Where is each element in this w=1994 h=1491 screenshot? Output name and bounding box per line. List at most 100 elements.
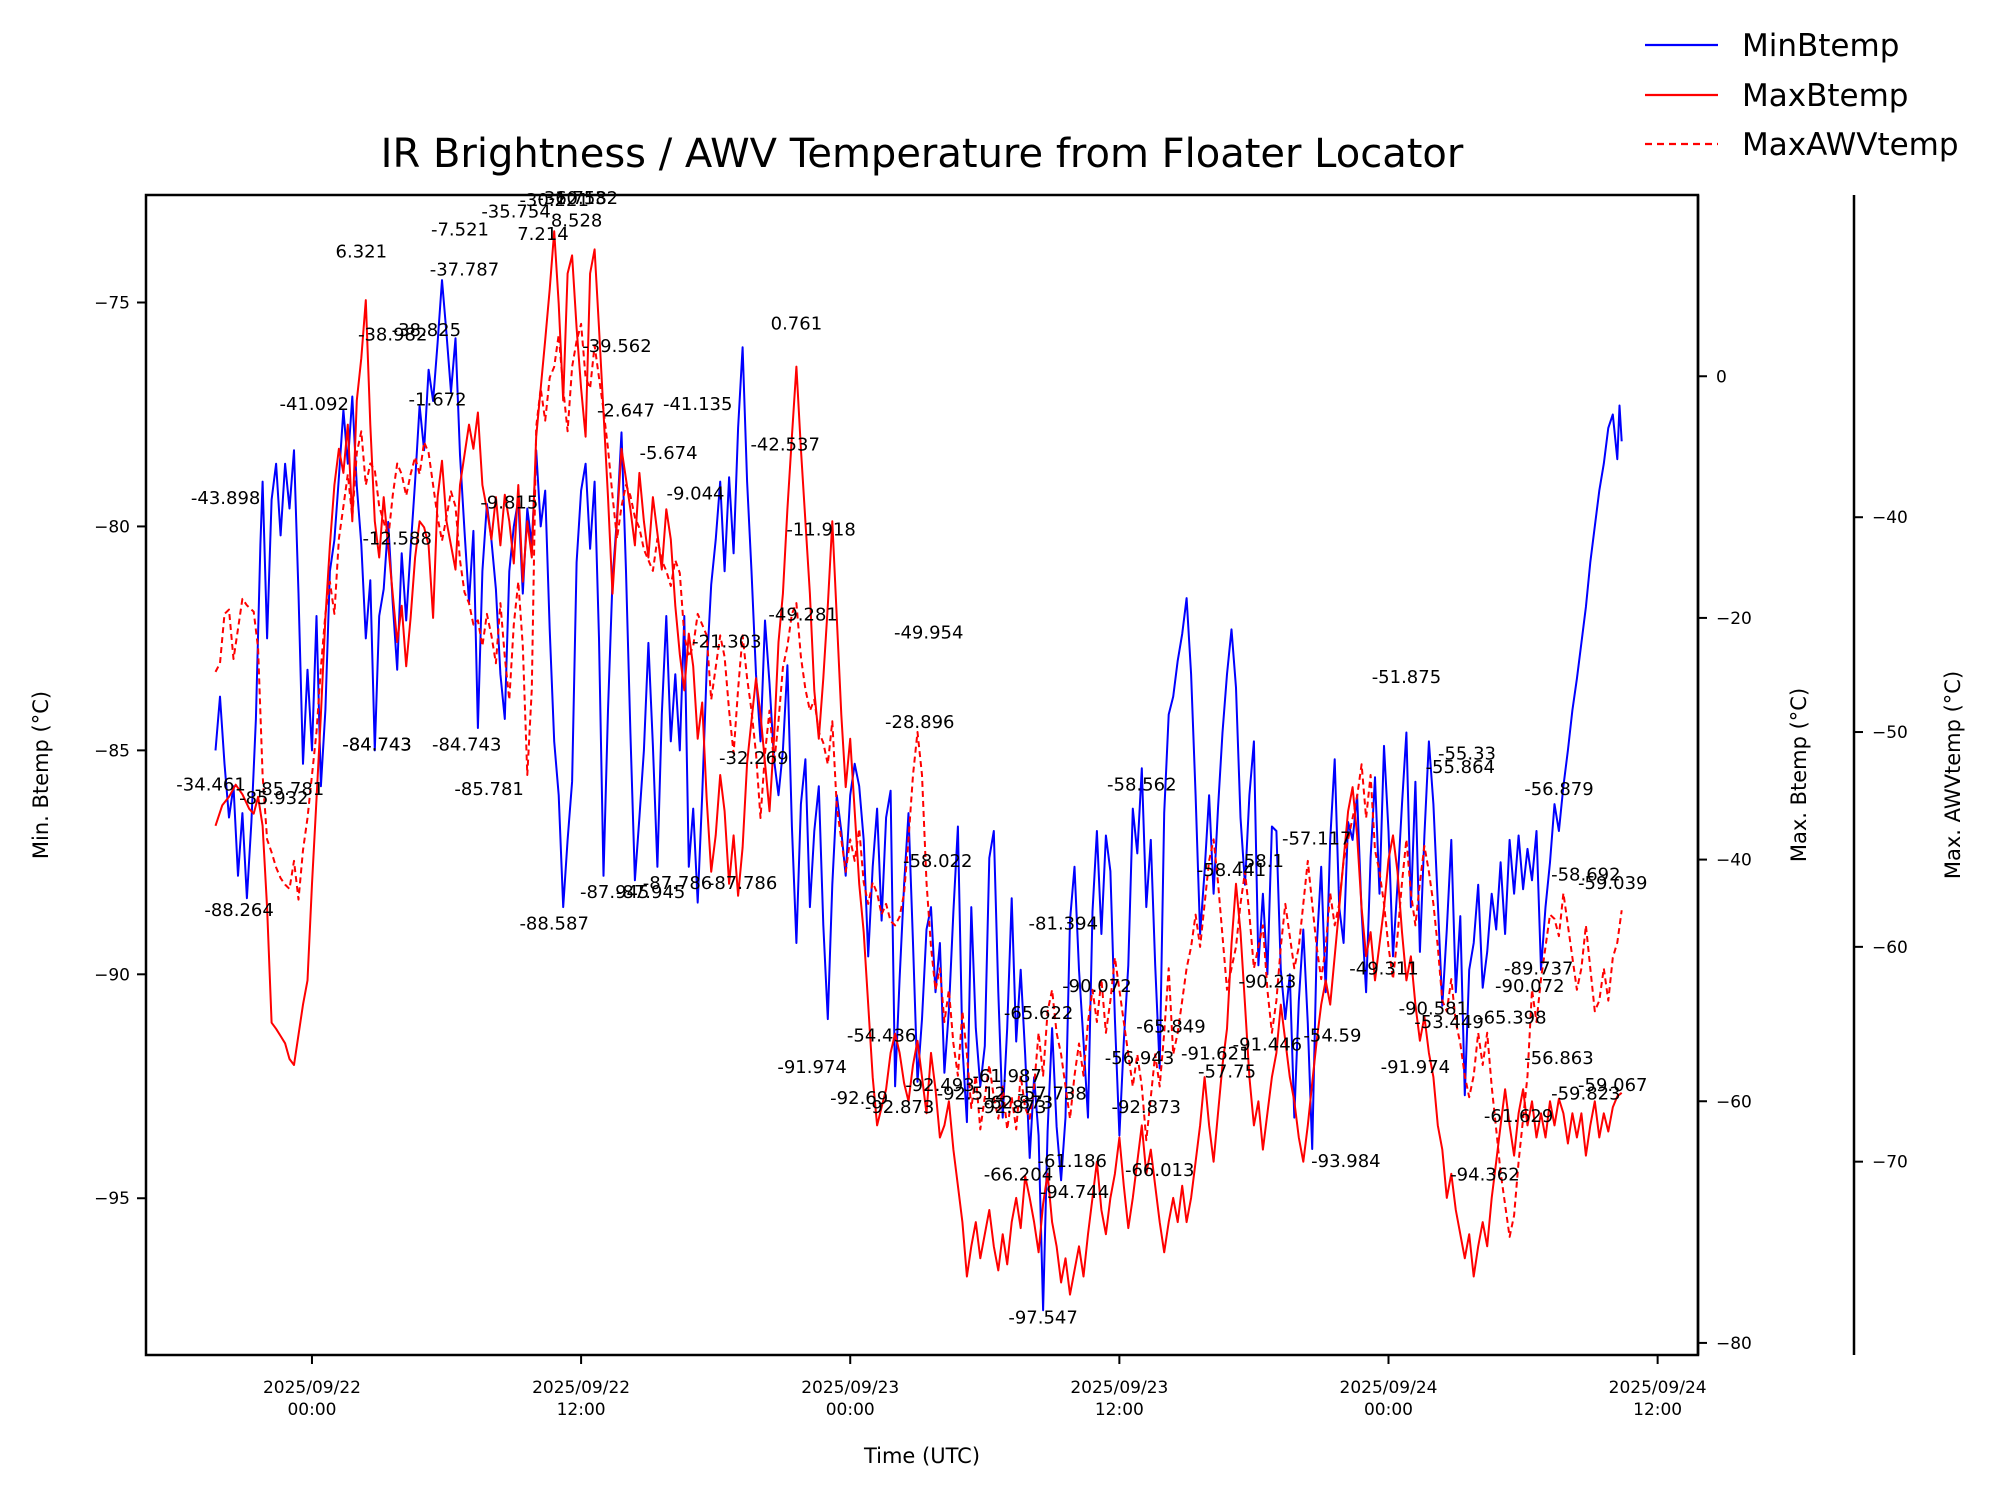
annotation-49: -87.945 — [580, 882, 649, 903]
annotation-61: -65.398 — [1477, 1008, 1546, 1029]
y-right2-tick-label-0: −40 — [1872, 508, 1908, 528]
annotation-43: -55.864 — [1426, 757, 1495, 778]
x-tick-sublabel-0: 00:00 — [287, 1400, 336, 1420]
annotation-91: -97.547 — [1008, 1308, 1077, 1329]
annotation-88: -66.013 — [1125, 1160, 1194, 1181]
annotation-59: -90.581 — [1399, 999, 1468, 1020]
annotation-81: -92.873 — [977, 1097, 1046, 1118]
annotation-70: -56.943 — [1105, 1048, 1174, 1069]
annotation-77: -92.493 — [905, 1075, 974, 1096]
annotation-82: -57.738 — [1017, 1084, 1086, 1105]
annotation-33: -85.781 — [454, 779, 523, 800]
chart-title: IR Brightness / AWV Temperature from Flo… — [381, 131, 1464, 177]
annotation-7: -1.672 — [409, 390, 467, 411]
annotation-85: -93.984 — [1311, 1151, 1380, 1172]
legend-label-maxawvtemp: MaxAWVtemp — [1742, 127, 1959, 163]
annotation-23: -11.918 — [786, 519, 855, 540]
annotation-11: -10.132 — [549, 188, 618, 209]
y-right2-tick-label-1: −50 — [1872, 723, 1908, 743]
annotation-83: -92.873 — [1112, 1097, 1181, 1118]
annotation-60: -53.449 — [1414, 1012, 1483, 1033]
annotation-15: -2.647 — [597, 401, 655, 422]
annotation-28: -84.743 — [342, 734, 411, 755]
annotation-37: -58.022 — [903, 851, 972, 872]
annotation-51: -87.786 — [643, 873, 712, 894]
annotation-87: -61.186 — [1038, 1151, 1107, 1172]
annotation-54: -49.311 — [1349, 958, 1418, 979]
annotation-24: -49.281 — [768, 604, 837, 625]
annotation-56: -90.072 — [1062, 976, 1131, 997]
annotation-72: -56.863 — [1524, 1048, 1593, 1069]
x-tick-label-0: 2025/09/22 — [263, 1378, 361, 1398]
annotation-63: -65.849 — [1136, 1017, 1205, 1038]
annotation-17: -5.674 — [640, 443, 698, 464]
legend: MinBtemp MaxBtemp MaxAWVtemp — [1645, 28, 1959, 163]
annotation-36: -58.562 — [1107, 775, 1176, 796]
annotation-67: -54.59 — [1303, 1025, 1361, 1046]
x-axis: 2025/09/2200:002025/09/2212:002025/09/23… — [263, 1355, 1707, 1420]
annotation-19: 0.761 — [771, 313, 823, 334]
x-tick-sublabel-3: 12:00 — [1095, 1400, 1144, 1420]
series-minbtemp-line — [214, 279, 1623, 1312]
y-right-tick-label-0: 0 — [1716, 367, 1727, 387]
annotation-80: -62.873 — [984, 1093, 1053, 1114]
y-left-tick-label-2: −85 — [94, 741, 130, 761]
annotation-74: -59.823 — [1551, 1084, 1620, 1105]
annotation-57: -90.23 — [1238, 972, 1296, 993]
annotation-8: -35.754 — [481, 201, 550, 222]
annotation-76: -92.873 — [865, 1097, 934, 1118]
annotation-65: -91.974 — [777, 1057, 846, 1078]
annotation-71: -57.75 — [1198, 1061, 1256, 1082]
annotation-47: -88.264 — [204, 900, 273, 921]
annotation-52: -87.786 — [708, 873, 777, 894]
y-axis-right-title: Max. Btemp (°C) — [1787, 688, 1811, 862]
annotation-14: -39.562 — [582, 336, 651, 357]
x-tick-sublabel-5: 12:00 — [1633, 1400, 1682, 1420]
series-layer — [214, 230, 1623, 1312]
y-left-tick-label-1: −80 — [94, 517, 130, 537]
y-axis-left-title: Min. Btemp (°C) — [29, 691, 53, 859]
annotation-20: -42.537 — [750, 434, 819, 455]
series-maxbtemp-line — [214, 230, 1623, 1296]
annotation-73: -59.067 — [1578, 1075, 1647, 1096]
y-left-tick-label-3: −90 — [94, 965, 130, 985]
annotation-79: -61.987 — [972, 1066, 1041, 1087]
annotation-21: -9.815 — [480, 493, 538, 514]
annotation-13: 8.528 — [551, 210, 603, 231]
x-tick-sublabel-2: 00:00 — [826, 1400, 875, 1420]
annotation-53: -81.394 — [1029, 914, 1098, 935]
annotation-39: -58.1 — [1237, 851, 1284, 872]
annotation-2: -41.092 — [279, 394, 348, 415]
y-left-tick-label-0: −75 — [94, 293, 130, 313]
annotation-66: -91.974 — [1381, 1057, 1450, 1078]
annotation-1: 6.321 — [336, 242, 388, 263]
y-axis-right2: −40 −50 −60 −70 — [1852, 195, 1908, 1355]
y-left-tick-label-4: −95 — [94, 1189, 130, 1209]
annotation-16: -41.135 — [663, 394, 732, 415]
annotation-5: -7.521 — [431, 219, 489, 240]
y-right2-tick-label-2: −60 — [1872, 938, 1908, 958]
annotation-38: -58.441 — [1197, 860, 1266, 881]
annotation-90: -94.744 — [1040, 1182, 1109, 1203]
annotation-26: -21.303 — [692, 631, 761, 652]
annotation-layer: -43.8986.321-41.092-38.982-38.825-7.521-… — [176, 188, 1647, 1329]
annotation-58: -90.072 — [1495, 976, 1564, 997]
legend-label-minbtemp: MinBtemp — [1742, 28, 1899, 64]
annotation-45: -58.692 — [1551, 864, 1620, 885]
annotation-89: -94.362 — [1450, 1164, 1519, 1185]
annotation-84: -61.629 — [1484, 1106, 1553, 1127]
annotation-69: -91.446 — [1233, 1034, 1302, 1055]
y-right2-tick-label-3: −70 — [1872, 1153, 1908, 1173]
y-axis-left: −75 −80 −85 −90 −95 — [94, 293, 146, 1209]
annotation-34: -32.269 — [719, 748, 788, 769]
annotation-32: -85.932 — [239, 788, 308, 809]
x-tick-label-3: 2025/09/23 — [1070, 1378, 1168, 1398]
x-tick-label-4: 2025/09/24 — [1340, 1378, 1438, 1398]
series-maxawvtemp-line — [214, 322, 1623, 1238]
x-tick-sublabel-1: 12:00 — [557, 1400, 606, 1420]
annotation-12: 7.214 — [517, 224, 569, 245]
x-tick-label-1: 2025/09/22 — [532, 1378, 630, 1398]
x-tick-label-5: 2025/09/24 — [1609, 1378, 1707, 1398]
annotation-18: -9.044 — [666, 484, 724, 505]
